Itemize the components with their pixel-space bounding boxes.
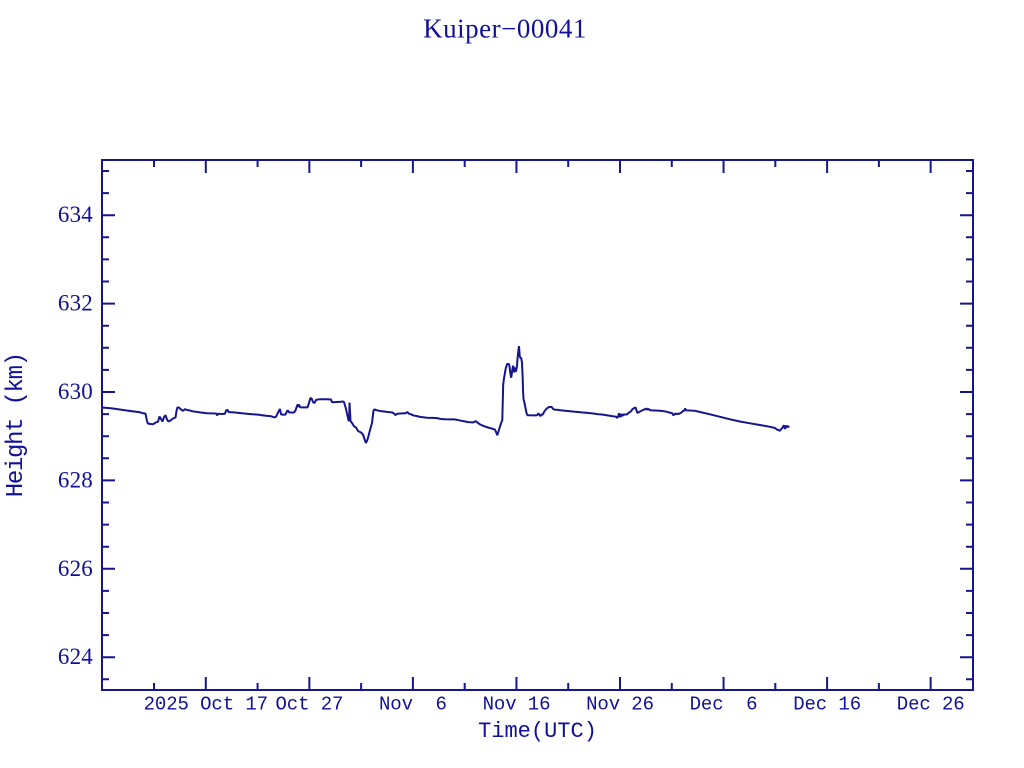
- svg-text:Nov 6: Nov 6: [379, 694, 447, 716]
- svg-text:624: 624: [58, 644, 93, 669]
- svg-text:Oct 27: Oct 27: [275, 694, 343, 716]
- svg-text:Dec 6: Dec 6: [690, 694, 758, 716]
- svg-text:Dec 26: Dec 26: [897, 694, 965, 716]
- svg-text:630: 630: [58, 379, 93, 404]
- svg-text:628: 628: [58, 467, 93, 492]
- svg-text:Nov 26: Nov 26: [586, 694, 654, 716]
- svg-text:632: 632: [58, 291, 93, 316]
- svg-text:Height (km): Height (km): [3, 353, 30, 497]
- svg-text:Time(UTC): Time(UTC): [478, 719, 597, 744]
- svg-text:2025 Oct 17: 2025 Oct 17: [144, 694, 268, 716]
- svg-text:Kuiper−00041: Kuiper−00041: [423, 14, 587, 44]
- svg-text:Dec 16: Dec 16: [793, 694, 861, 716]
- svg-text:634: 634: [58, 202, 93, 227]
- svg-text:Nov 16: Nov 16: [483, 694, 551, 716]
- svg-text:626: 626: [58, 556, 93, 581]
